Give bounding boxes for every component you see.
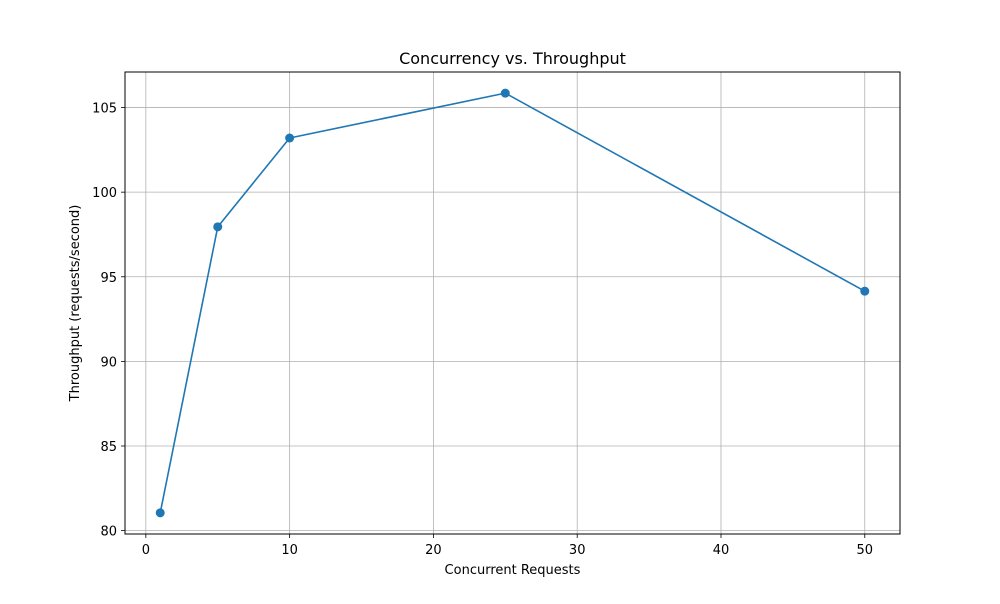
x-tick-label: 0 [142, 543, 150, 558]
y-tick-label: 90 [100, 355, 117, 370]
y-tick-label: 80 [100, 525, 117, 540]
y-tick-label: 85 [100, 440, 117, 455]
y-tick-label: 95 [100, 271, 117, 286]
chart-title: Concurrency vs. Throughput [399, 49, 626, 68]
x-tick-label: 10 [281, 543, 298, 558]
data-point [285, 133, 295, 143]
grid [125, 72, 900, 534]
plot-frame [124, 71, 901, 535]
x-tick-label: 20 [425, 543, 442, 558]
ticks: 0 10 20 30 40 50 80 85 90 95 100 105 [92, 102, 873, 558]
y-axis-label: Throughput (requests/second) [68, 205, 83, 403]
series-layer [155, 88, 870, 518]
x-tick-label: 50 [856, 543, 873, 558]
data-point [213, 222, 223, 232]
y-tick-label: 105 [92, 102, 117, 117]
data-point [155, 508, 165, 518]
x-tick-label: 30 [569, 543, 586, 558]
data-point [860, 286, 870, 296]
data-point [500, 88, 510, 98]
y-tick-label: 100 [92, 186, 117, 201]
x-tick-label: 40 [713, 543, 730, 558]
x-axis-label: Concurrent Requests [445, 563, 581, 578]
